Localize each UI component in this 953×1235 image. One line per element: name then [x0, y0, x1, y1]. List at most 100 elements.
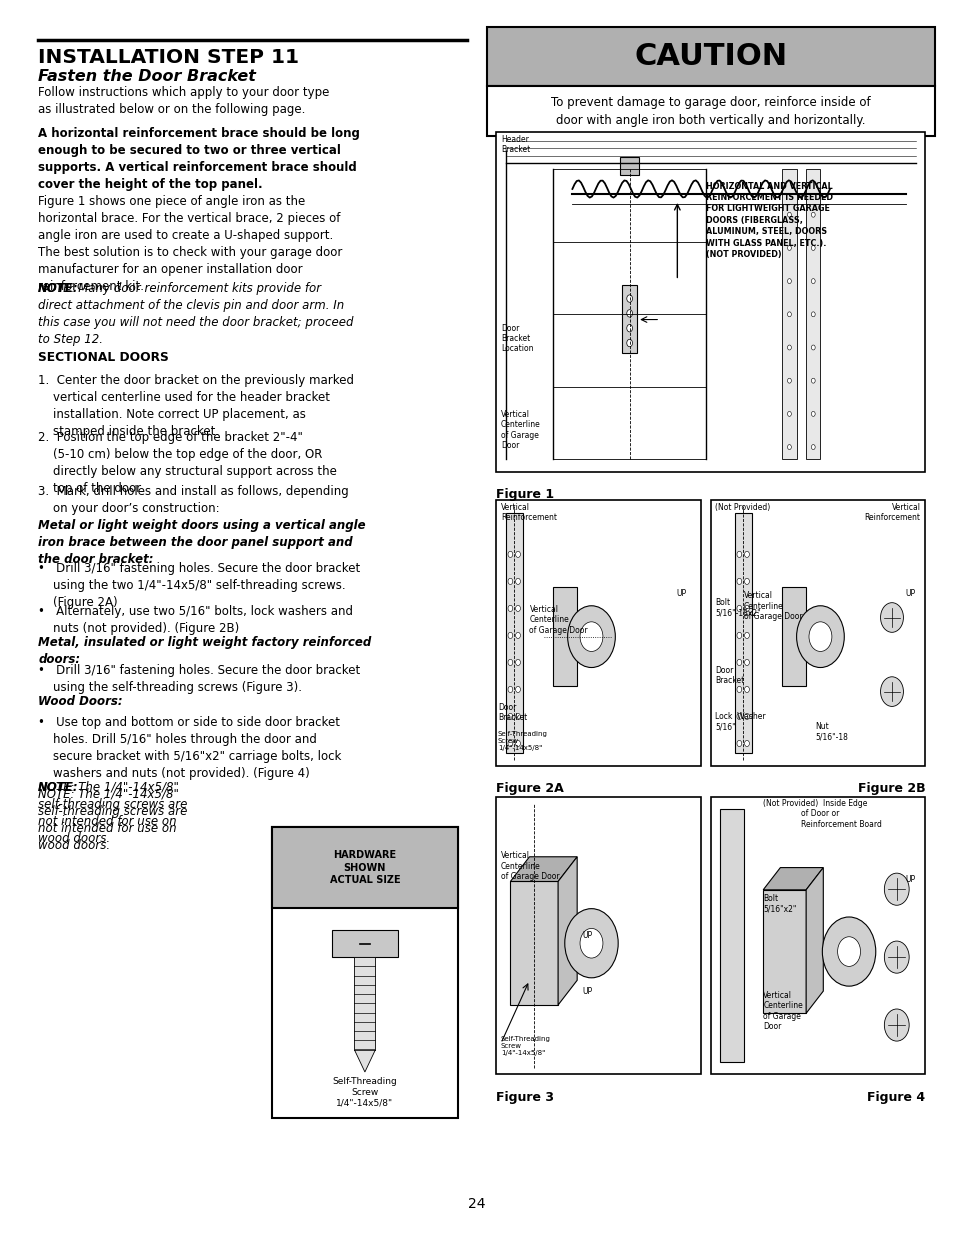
Circle shape — [787, 212, 791, 217]
FancyBboxPatch shape — [272, 827, 457, 908]
Text: UP: UP — [904, 589, 915, 598]
Text: Vertical
Reinforcement: Vertical Reinforcement — [500, 503, 557, 522]
Circle shape — [507, 632, 513, 638]
Circle shape — [743, 714, 749, 720]
Circle shape — [736, 659, 741, 666]
Text: Vertical
Centerline
of Garage Door: Vertical Centerline of Garage Door — [500, 851, 558, 881]
Text: CAUTION: CAUTION — [634, 42, 786, 72]
Circle shape — [810, 279, 814, 284]
Text: NOTE: The 1/4"-14x5/8"
self-threading screws are
not intended for use on
wood do: NOTE: The 1/4"-14x5/8" self-threading sc… — [38, 788, 188, 852]
Text: 2.  Position the top edge of the bracket 2"-4"
    (5-10 cm) below the top edge : 2. Position the top edge of the bracket … — [38, 431, 336, 495]
FancyBboxPatch shape — [734, 513, 751, 753]
Circle shape — [810, 246, 814, 251]
Circle shape — [810, 378, 814, 383]
Text: •   Alternately, use two 5/16" bolts, lock washers and
    nuts (not provided). : • Alternately, use two 5/16" bolts, lock… — [38, 605, 353, 635]
Circle shape — [883, 941, 908, 973]
FancyBboxPatch shape — [805, 169, 820, 459]
Text: Vertical
Centerline
of Garage Door: Vertical Centerline of Garage Door — [743, 592, 801, 621]
FancyBboxPatch shape — [720, 809, 743, 1062]
Circle shape — [787, 345, 791, 350]
Circle shape — [626, 340, 632, 347]
Circle shape — [736, 632, 741, 638]
Circle shape — [837, 936, 860, 967]
Text: A horizontal reinforcement brace should be long
enough to be secured to two or t: A horizontal reinforcement brace should … — [38, 127, 359, 191]
FancyBboxPatch shape — [354, 957, 375, 1050]
Text: Vertical
Centerline
of Garage Door: Vertical Centerline of Garage Door — [529, 605, 587, 635]
Text: Self-Threading
Screw
1/4"-14x5/8": Self-Threading Screw 1/4"-14x5/8" — [497, 731, 547, 751]
Circle shape — [515, 605, 520, 611]
Text: •   Use top and bottom or side to side door bracket
    holes. Drill 5/16" holes: • Use top and bottom or side to side doo… — [38, 716, 341, 781]
Circle shape — [515, 687, 520, 693]
Circle shape — [810, 345, 814, 350]
Text: Vertical
Centerline
of Garage
Door: Vertical Centerline of Garage Door — [762, 990, 802, 1031]
Circle shape — [796, 605, 843, 667]
Circle shape — [821, 916, 875, 986]
Text: Vertical
Centerline
of Garage
Door: Vertical Centerline of Garage Door — [500, 410, 540, 451]
Text: Figure 2A: Figure 2A — [496, 782, 563, 795]
Text: NOTE:: NOTE: — [38, 781, 79, 794]
Circle shape — [787, 279, 791, 284]
Text: Vertical
Reinforcement: Vertical Reinforcement — [863, 503, 920, 522]
Text: Figure 1 shows one piece of angle iron as the
horizontal brace. For the vertical: Figure 1 shows one piece of angle iron a… — [38, 195, 342, 293]
Text: Door
Bracket: Door Bracket — [715, 666, 744, 685]
Circle shape — [507, 551, 513, 557]
Circle shape — [507, 714, 513, 720]
Circle shape — [626, 310, 632, 317]
Text: (Not Provided): (Not Provided) — [715, 503, 770, 511]
Text: INSTALLATION STEP 11: INSTALLATION STEP 11 — [38, 48, 299, 67]
Text: Bolt
5/16"-18x2": Bolt 5/16"-18x2" — [715, 598, 760, 618]
Circle shape — [883, 873, 908, 905]
Circle shape — [743, 687, 749, 693]
FancyBboxPatch shape — [496, 132, 924, 472]
Polygon shape — [805, 867, 822, 1013]
Text: 1.  Center the door bracket on the previously marked
    vertical centerline use: 1. Center the door bracket on the previo… — [38, 374, 354, 438]
Circle shape — [743, 605, 749, 611]
Text: Nut
5/16"-18: Nut 5/16"-18 — [815, 721, 847, 741]
Circle shape — [626, 325, 632, 332]
Circle shape — [736, 578, 741, 584]
Circle shape — [743, 551, 749, 557]
Text: NOTE:: NOTE: — [38, 282, 79, 295]
FancyBboxPatch shape — [553, 588, 577, 687]
Circle shape — [880, 603, 902, 632]
FancyBboxPatch shape — [619, 157, 639, 175]
Circle shape — [743, 578, 749, 584]
FancyBboxPatch shape — [710, 500, 924, 766]
Text: Self-Threading
Screw
1/4"-14x5/8": Self-Threading Screw 1/4"-14x5/8" — [333, 1077, 396, 1108]
Circle shape — [736, 714, 741, 720]
Text: UP: UP — [676, 589, 686, 598]
Text: Fasten the Door Bracket: Fasten the Door Bracket — [38, 69, 255, 84]
Text: Self-Threading
Screw
1/4"-14x5/8": Self-Threading Screw 1/4"-14x5/8" — [500, 1036, 550, 1056]
Circle shape — [880, 677, 902, 706]
Polygon shape — [558, 857, 577, 1005]
Circle shape — [787, 311, 791, 317]
Text: SECTIONAL DOORS: SECTIONAL DOORS — [38, 351, 169, 364]
Circle shape — [743, 632, 749, 638]
Circle shape — [787, 246, 791, 251]
FancyBboxPatch shape — [272, 827, 457, 1118]
Text: Figure 4: Figure 4 — [866, 1091, 924, 1104]
Circle shape — [567, 605, 615, 667]
Circle shape — [810, 311, 814, 317]
Text: Bolt
5/16"x2": Bolt 5/16"x2" — [762, 894, 796, 913]
Text: UP: UP — [904, 876, 915, 884]
Circle shape — [883, 1009, 908, 1041]
Text: •   Drill 3/16" fastening holes. Secure the door bracket
    using the two 1/4"-: • Drill 3/16" fastening holes. Secure th… — [38, 562, 360, 609]
FancyBboxPatch shape — [621, 285, 637, 353]
Polygon shape — [762, 867, 822, 889]
Text: Header
Bracket: Header Bracket — [500, 135, 530, 154]
FancyBboxPatch shape — [496, 797, 700, 1074]
Text: Wood Doors:: Wood Doors: — [38, 695, 123, 709]
Circle shape — [579, 622, 602, 652]
Text: Figure 3: Figure 3 — [496, 1091, 554, 1104]
Circle shape — [736, 551, 741, 557]
FancyBboxPatch shape — [496, 500, 700, 766]
Circle shape — [810, 212, 814, 217]
Text: Lock  Washer
5/16": Lock Washer 5/16" — [715, 711, 765, 731]
Text: Door
Bracket
Location: Door Bracket Location — [500, 324, 533, 353]
Circle shape — [507, 578, 513, 584]
Circle shape — [515, 578, 520, 584]
Circle shape — [507, 659, 513, 666]
Text: 3.  Mark, drill holes and install as follows, depending
    on your door’s const: 3. Mark, drill holes and install as foll… — [38, 485, 349, 515]
Circle shape — [515, 632, 520, 638]
